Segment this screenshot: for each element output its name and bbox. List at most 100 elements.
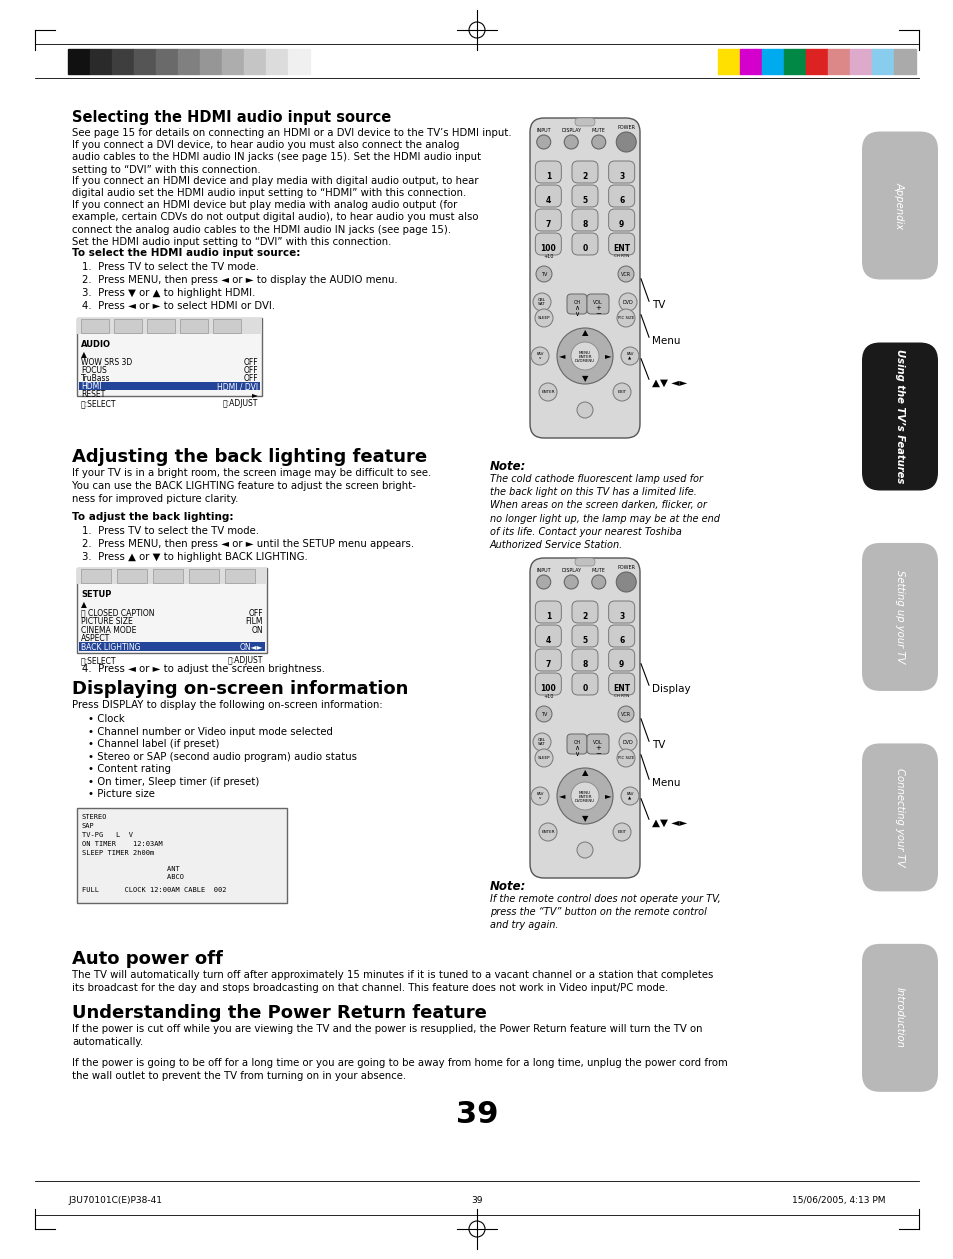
Text: ON◄►: ON◄►	[239, 642, 263, 651]
Text: TV: TV	[651, 300, 664, 310]
Text: DVDMENU: DVDMENU	[575, 359, 595, 363]
Text: DVD: DVD	[622, 739, 633, 744]
Circle shape	[537, 575, 550, 589]
Text: CINEMA MODE: CINEMA MODE	[81, 626, 136, 635]
Text: 39: 39	[456, 1100, 497, 1129]
FancyBboxPatch shape	[608, 624, 634, 647]
Text: ▲: ▲	[81, 601, 87, 609]
FancyBboxPatch shape	[608, 185, 634, 206]
Text: ⓘ:SELECT: ⓘ:SELECT	[81, 656, 116, 665]
Circle shape	[571, 342, 598, 370]
Text: ON: ON	[251, 626, 263, 635]
Circle shape	[617, 308, 635, 327]
Text: Connecting your TV: Connecting your TV	[894, 768, 904, 866]
Text: FULL      CLOCK 12:00AM CABLE  002: FULL CLOCK 12:00AM CABLE 002	[82, 888, 226, 893]
Bar	[266, 49, 288, 74]
Circle shape	[531, 787, 548, 805]
FancyBboxPatch shape	[572, 161, 598, 183]
Bar	[77, 319, 262, 334]
Text: ∧: ∧	[574, 745, 579, 752]
Text: 5: 5	[582, 636, 587, 645]
FancyBboxPatch shape	[572, 624, 598, 647]
Bar	[113, 319, 142, 332]
FancyBboxPatch shape	[535, 674, 560, 695]
FancyBboxPatch shape	[608, 601, 634, 623]
Text: CH RTN: CH RTN	[614, 694, 629, 697]
Text: Appendix: Appendix	[894, 183, 904, 229]
Circle shape	[536, 706, 552, 721]
Text: SLEEP: SLEEP	[537, 755, 550, 760]
Text: 5: 5	[582, 195, 587, 204]
Bar	[79, 642, 265, 651]
Text: • Channel label (if preset): • Channel label (if preset)	[88, 739, 219, 749]
FancyBboxPatch shape	[862, 131, 937, 279]
Text: ∨: ∨	[574, 752, 579, 757]
Text: DVDMENU: DVDMENU	[575, 799, 595, 803]
Bar	[133, 49, 156, 74]
Text: EXIT: EXIT	[617, 390, 626, 394]
Text: • Stereo or SAP (second audio program) audio status: • Stereo or SAP (second audio program) a…	[88, 752, 356, 762]
Circle shape	[591, 575, 605, 589]
FancyBboxPatch shape	[575, 558, 595, 567]
Text: Understanding the Power Return feature: Understanding the Power Return feature	[71, 1003, 486, 1022]
Text: • Picture size: • Picture size	[88, 789, 154, 799]
FancyBboxPatch shape	[862, 342, 937, 491]
Text: FOCUS: FOCUS	[81, 366, 107, 375]
Text: Adjusting the back lighting feature: Adjusting the back lighting feature	[71, 448, 427, 466]
Text: OFF: OFF	[243, 374, 257, 383]
Bar	[77, 568, 267, 584]
Text: 7: 7	[545, 219, 551, 228]
Text: 2.  Press MENU, then press ◄ or ► to display the AUDIO menu.: 2. Press MENU, then press ◄ or ► to disp…	[82, 274, 397, 285]
Text: 0: 0	[581, 243, 587, 253]
FancyBboxPatch shape	[608, 233, 634, 256]
FancyBboxPatch shape	[535, 209, 560, 230]
Text: ▲: ▲	[81, 350, 87, 359]
Text: ENT: ENT	[613, 243, 630, 253]
Text: MENU: MENU	[578, 791, 591, 794]
Text: Selecting the HDMI audio input source: Selecting the HDMI audio input source	[71, 110, 391, 125]
Text: Menu: Menu	[651, 336, 679, 346]
Text: PICTURE SIZE: PICTURE SIZE	[81, 617, 132, 626]
Circle shape	[538, 383, 557, 402]
Bar	[68, 49, 90, 74]
Text: −: −	[595, 752, 600, 757]
Text: VOL: VOL	[593, 300, 602, 305]
FancyBboxPatch shape	[608, 648, 634, 671]
Text: RESET: RESET	[81, 390, 105, 399]
Text: If you connect an HDMI device but play media with analog audio output (for
examp: If you connect an HDMI device but play m…	[71, 200, 478, 247]
Text: +10: +10	[542, 253, 553, 258]
Circle shape	[617, 749, 635, 767]
Bar	[117, 569, 147, 583]
Text: 1.  Press TV to select the TV mode.: 1. Press TV to select the TV mode.	[82, 262, 258, 272]
Text: ▲▼ ◄►: ▲▼ ◄►	[651, 378, 686, 388]
Bar	[805, 49, 827, 74]
Text: ENTER: ENTER	[540, 390, 555, 394]
Text: VOL: VOL	[593, 739, 602, 744]
FancyBboxPatch shape	[535, 601, 560, 623]
Circle shape	[577, 402, 593, 418]
Text: −: −	[595, 311, 600, 317]
Text: +10: +10	[542, 694, 553, 699]
Text: CH: CH	[573, 739, 580, 744]
Text: ▲: ▲	[581, 768, 588, 778]
FancyBboxPatch shape	[535, 648, 560, 671]
Bar	[77, 808, 287, 903]
Circle shape	[571, 782, 598, 810]
Bar	[81, 569, 111, 583]
Circle shape	[613, 383, 630, 402]
Bar	[893, 49, 915, 74]
Text: OFF: OFF	[248, 608, 263, 617]
Text: SLEEP TIMER 2h00m: SLEEP TIMER 2h00m	[82, 850, 154, 856]
FancyBboxPatch shape	[535, 233, 560, 256]
Bar	[827, 49, 849, 74]
Text: ▲▼ ◄►: ▲▼ ◄►	[651, 818, 686, 828]
Text: 8: 8	[581, 660, 587, 669]
Bar	[225, 569, 254, 583]
Bar	[112, 49, 133, 74]
Text: 3: 3	[618, 171, 623, 180]
Text: ASPECT: ASPECT	[81, 635, 111, 643]
Text: FAV
▲: FAV ▲	[625, 792, 633, 801]
Text: If the power is cut off while you are viewing the TV and the power is resupplied: If the power is cut off while you are vi…	[71, 1024, 701, 1046]
Text: PIC SIZE: PIC SIZE	[618, 755, 634, 760]
Text: FAV
v: FAV v	[536, 792, 543, 801]
